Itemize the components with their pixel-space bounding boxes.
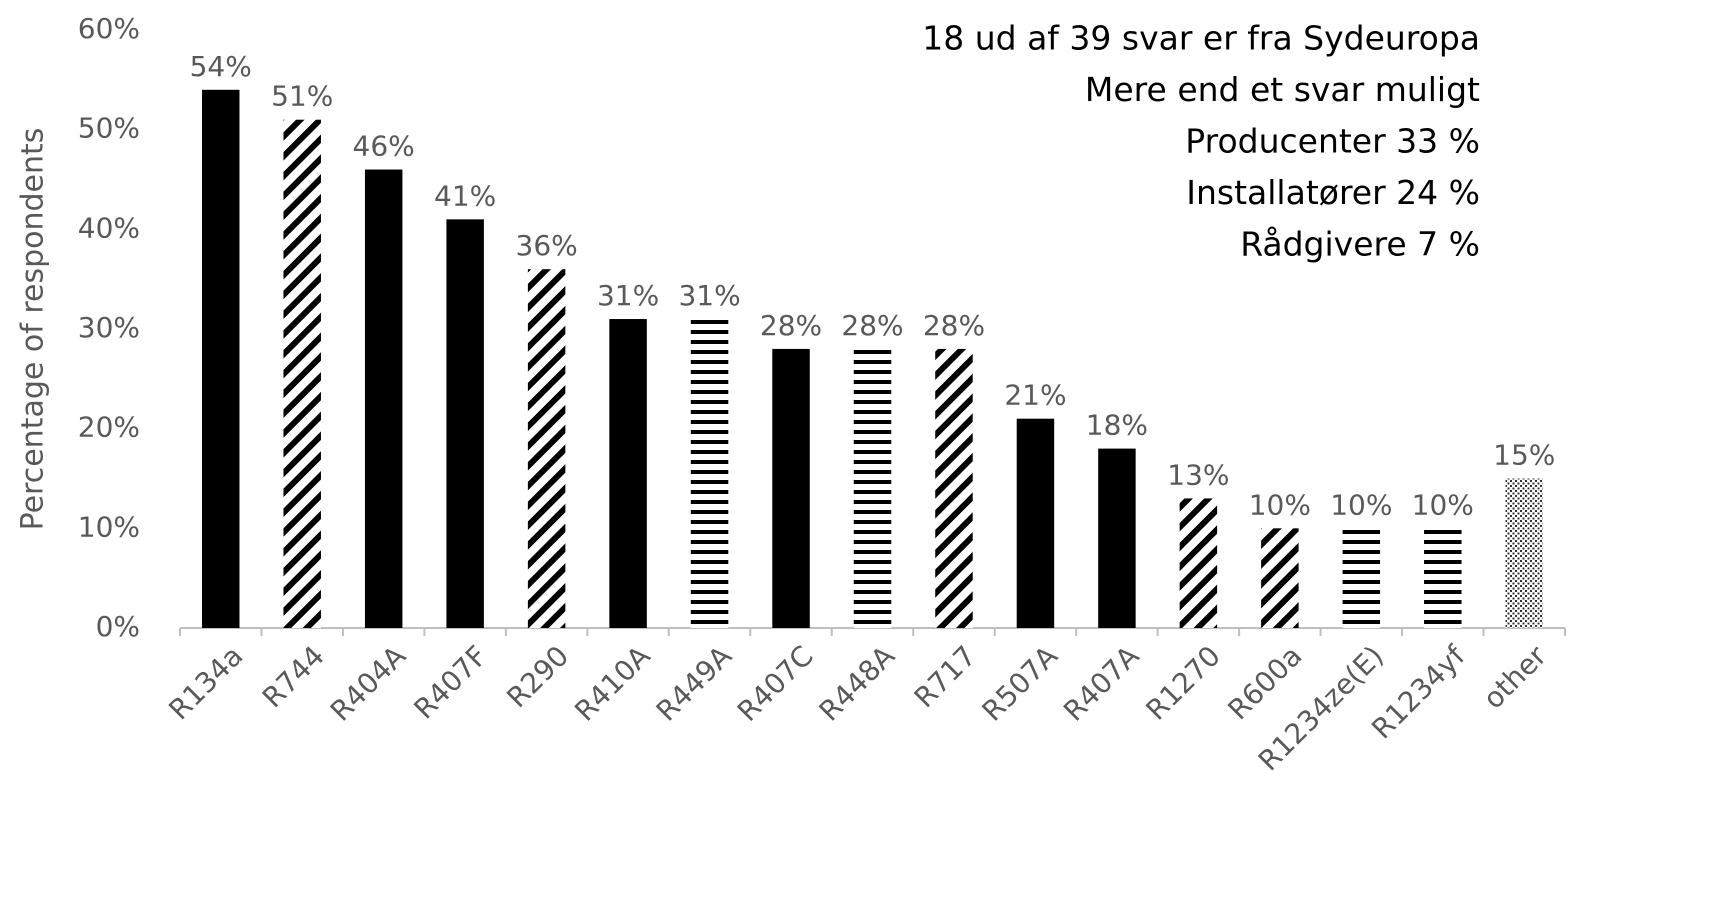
value-label: 13% bbox=[1167, 458, 1229, 491]
bar bbox=[690, 319, 729, 628]
value-label: 31% bbox=[678, 279, 740, 312]
bar bbox=[935, 348, 973, 628]
value-label: 21% bbox=[1004, 379, 1066, 412]
x-tick-label: R134a bbox=[162, 639, 249, 726]
y-tick-label: 60% bbox=[78, 12, 140, 45]
value-label: 28% bbox=[841, 309, 903, 342]
value-label: 36% bbox=[516, 229, 578, 262]
x-tick-label: R507A bbox=[976, 639, 1064, 727]
value-label: 18% bbox=[1086, 409, 1148, 442]
x-tick-label: R410A bbox=[568, 639, 656, 727]
value-label: 46% bbox=[353, 130, 415, 163]
y-tick-label: 30% bbox=[78, 311, 140, 344]
value-label: 15% bbox=[1493, 439, 1555, 472]
bar bbox=[1342, 528, 1381, 628]
value-label: 51% bbox=[271, 80, 333, 113]
x-tick-label: R290 bbox=[500, 639, 575, 714]
y-tick-label: 40% bbox=[78, 211, 140, 244]
x-tick-label: R407F bbox=[407, 639, 493, 725]
bar bbox=[527, 269, 566, 628]
x-tick-label: R449A bbox=[650, 639, 738, 727]
y-tick-label: 50% bbox=[78, 112, 140, 145]
y-tick-label: 10% bbox=[78, 510, 140, 543]
bar bbox=[1016, 418, 1055, 628]
x-tick-label: R407A bbox=[1057, 639, 1145, 727]
value-label: 10% bbox=[1249, 488, 1311, 521]
value-label: 31% bbox=[597, 279, 659, 312]
value-label: 41% bbox=[434, 179, 496, 212]
bar bbox=[1505, 478, 1544, 628]
y-tick-label: 20% bbox=[78, 411, 140, 444]
bar bbox=[1098, 448, 1136, 628]
annotation: Mere end et svar muligt bbox=[1085, 70, 1480, 109]
annotation: Installatører 24 % bbox=[1186, 173, 1480, 212]
bar bbox=[1261, 528, 1299, 628]
bar bbox=[1179, 498, 1218, 628]
y-tick-label: 0% bbox=[96, 610, 140, 643]
bar bbox=[364, 169, 403, 629]
x-tick-label: R448A bbox=[813, 639, 901, 727]
bar bbox=[1424, 528, 1462, 628]
value-label: 54% bbox=[190, 50, 252, 83]
x-tick-label: R744 bbox=[256, 639, 331, 714]
bar bbox=[609, 319, 647, 628]
annotation: Rådgivere 7 % bbox=[1240, 225, 1480, 264]
bar bbox=[446, 219, 484, 628]
x-tick-label: R407C bbox=[731, 639, 820, 728]
x-tick-label: R1270 bbox=[1140, 639, 1227, 726]
y-axis-label: Percentage of respondents bbox=[16, 128, 51, 531]
x-tick-label: R717 bbox=[908, 639, 983, 714]
x-tick-label: R404A bbox=[324, 639, 412, 727]
value-label: 10% bbox=[1412, 488, 1474, 521]
x-tick-label: other bbox=[1477, 639, 1553, 715]
bar bbox=[772, 348, 810, 628]
bar bbox=[283, 119, 321, 628]
value-label: 28% bbox=[923, 309, 985, 342]
bar bbox=[853, 348, 892, 628]
bar bbox=[201, 89, 240, 629]
annotation: 18 ud af 39 svar er fra Sydeuropa bbox=[922, 19, 1480, 58]
annotation: Producenter 33 % bbox=[1185, 122, 1480, 161]
value-label: 28% bbox=[760, 309, 822, 342]
value-label: 10% bbox=[1330, 488, 1392, 521]
